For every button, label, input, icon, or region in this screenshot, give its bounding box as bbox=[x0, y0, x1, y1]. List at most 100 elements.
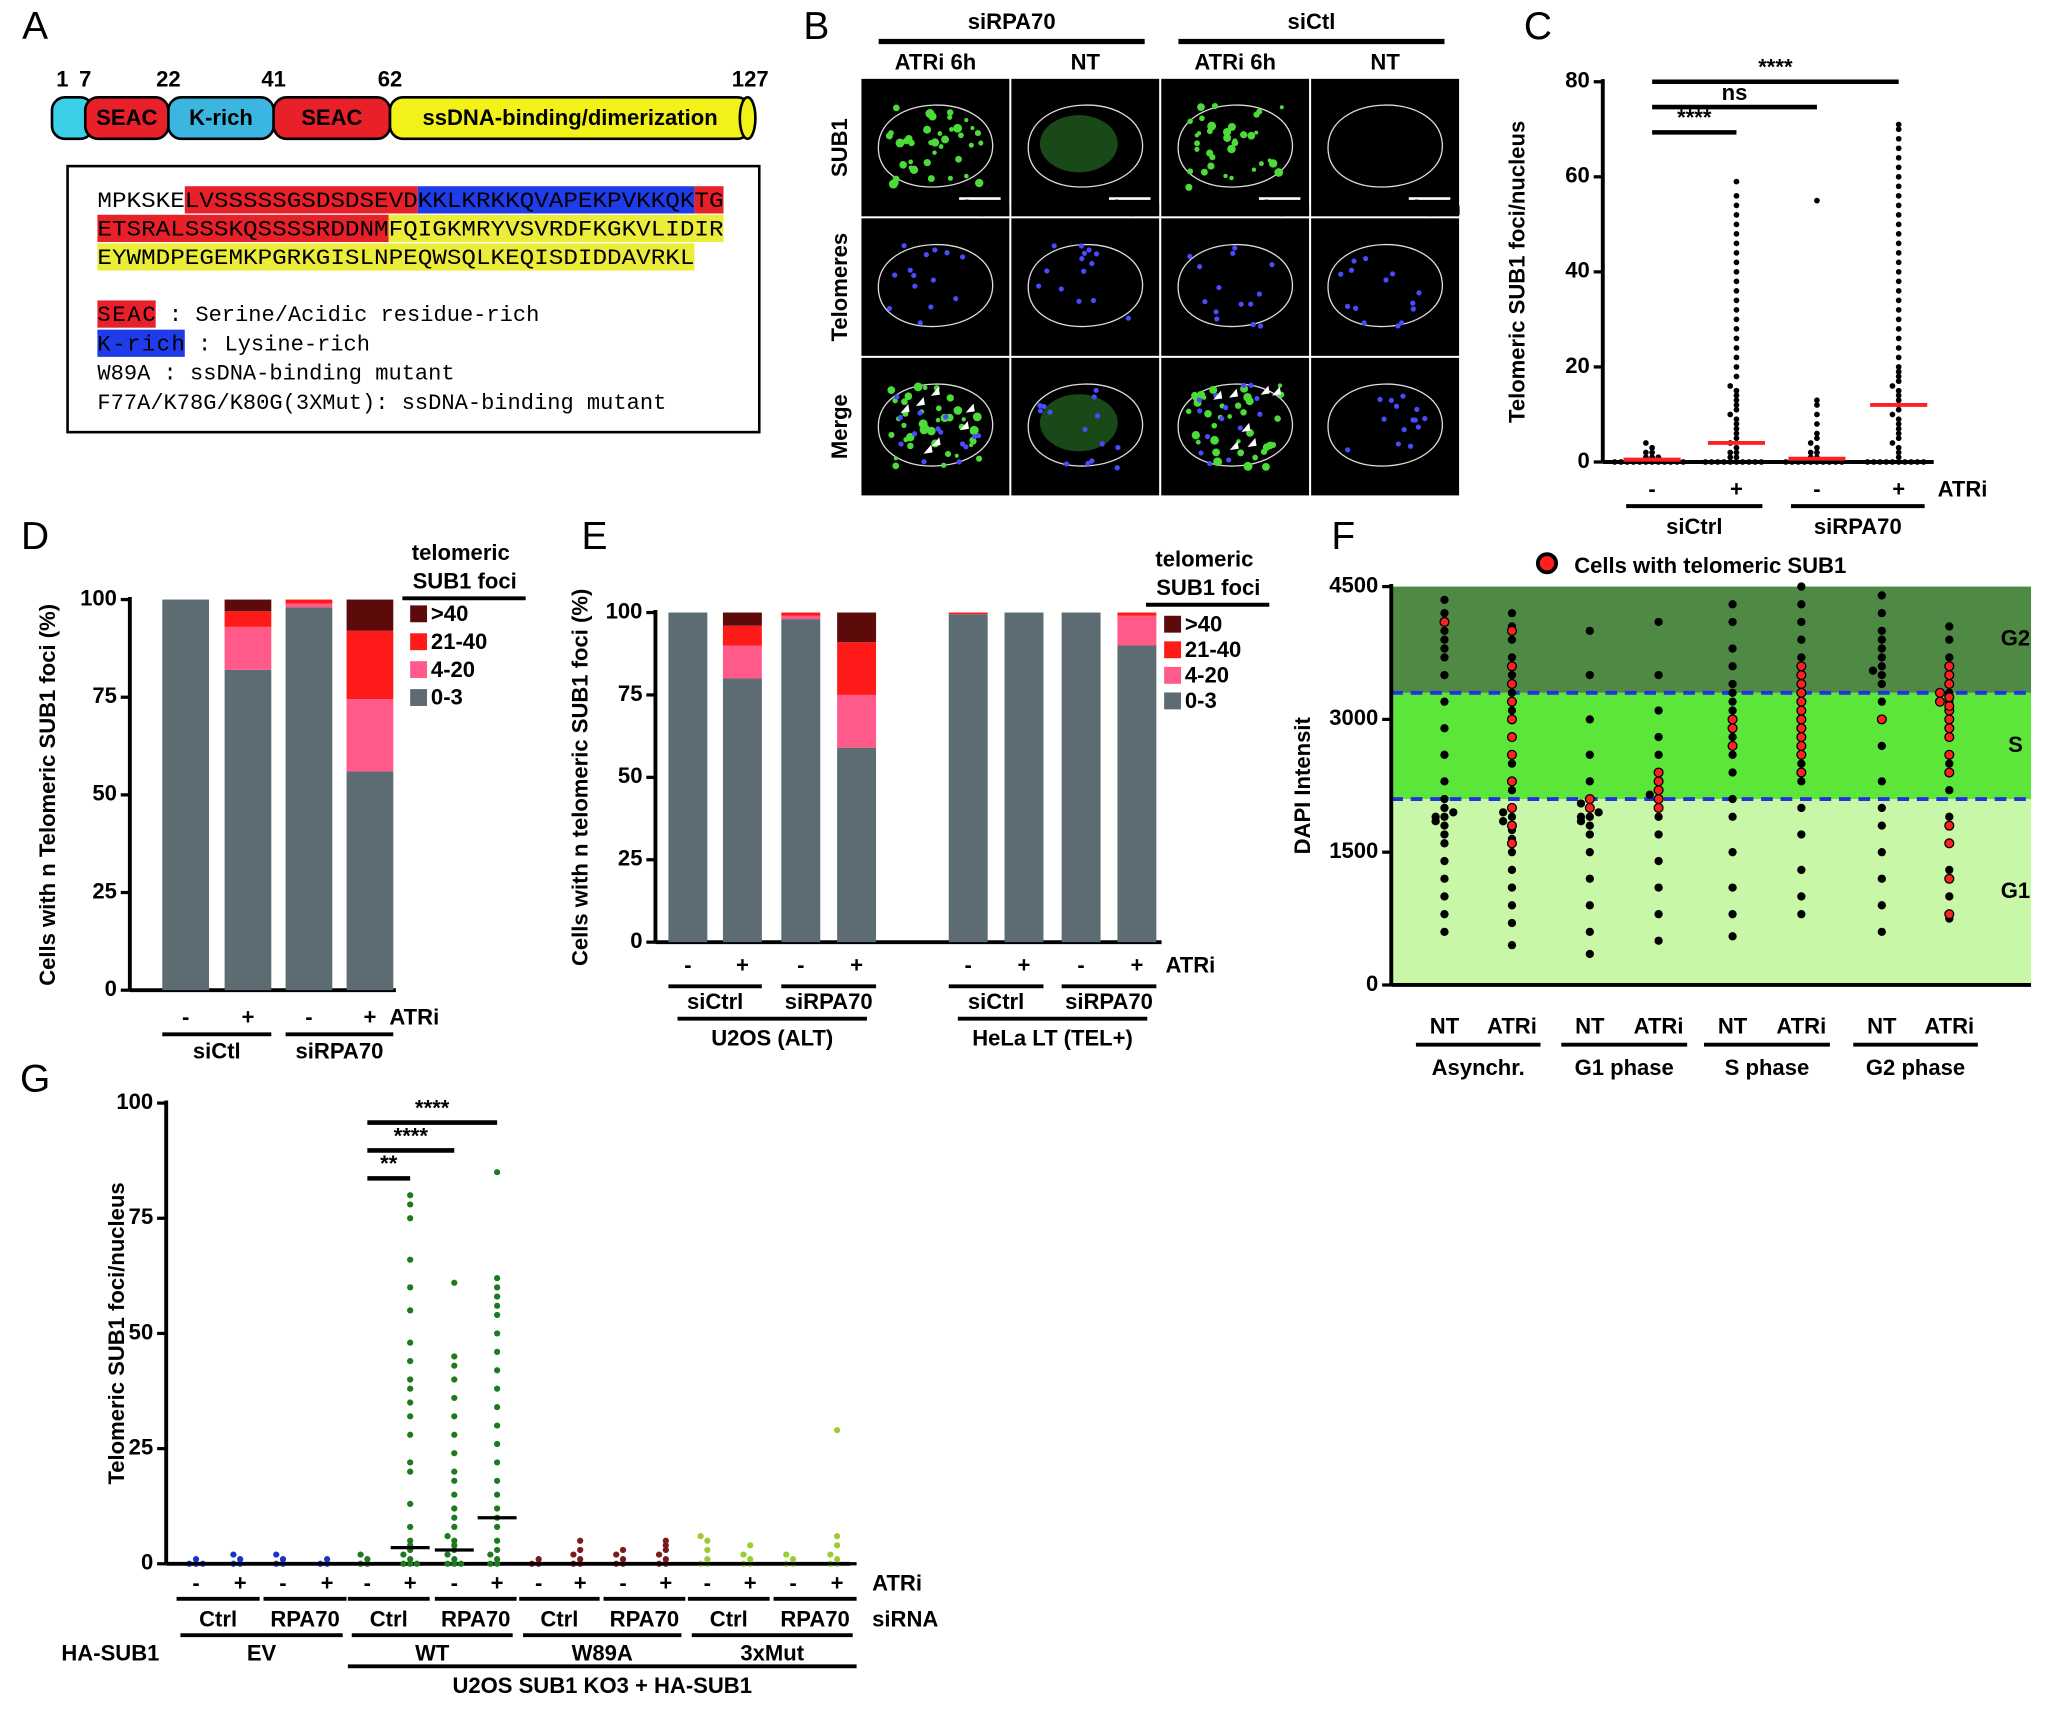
focus-blue bbox=[1091, 394, 1097, 400]
focus-green bbox=[937, 131, 943, 136]
focus-green bbox=[908, 159, 914, 165]
y-tick-label: 1500 bbox=[1329, 838, 1378, 863]
focus-blue bbox=[894, 394, 900, 400]
focus-blue bbox=[1037, 402, 1043, 409]
focus-blue bbox=[1377, 396, 1383, 403]
data-point bbox=[704, 1537, 711, 1544]
focus-green bbox=[923, 125, 932, 134]
data-point bbox=[1797, 582, 1806, 591]
data-point bbox=[1439, 616, 1450, 628]
bar-segment bbox=[224, 611, 272, 627]
data-point bbox=[1877, 803, 1886, 813]
focus-green bbox=[892, 462, 900, 470]
nucleus-outline bbox=[1027, 243, 1144, 328]
data-point bbox=[1797, 892, 1806, 901]
y-axis-label: Telomeric SUB1 foci/nucleus bbox=[104, 1182, 129, 1484]
focus-blue bbox=[1219, 416, 1225, 422]
data-point bbox=[783, 1551, 790, 1558]
legend-label: >40 bbox=[1185, 611, 1222, 636]
diffuse-signal bbox=[1039, 394, 1118, 452]
data-point bbox=[407, 1399, 414, 1406]
focus-blue bbox=[953, 296, 959, 302]
x-tick-label: NT bbox=[1867, 1014, 1897, 1039]
focus-blue bbox=[901, 243, 907, 249]
data-point bbox=[577, 1537, 584, 1544]
focus-green bbox=[1240, 131, 1248, 139]
data-point bbox=[1576, 799, 1586, 808]
focus-green bbox=[1200, 168, 1208, 176]
group-label: siCtrl bbox=[687, 989, 743, 1014]
data-point bbox=[1727, 714, 1738, 725]
data-point bbox=[1507, 901, 1517, 910]
focus-blue bbox=[935, 426, 941, 432]
sequence-box bbox=[66, 164, 761, 434]
data-point bbox=[494, 1404, 501, 1411]
data-point bbox=[1877, 901, 1886, 910]
data-point bbox=[1895, 230, 1902, 237]
x-tick-label: + bbox=[321, 1570, 334, 1595]
data-point bbox=[1728, 768, 1737, 777]
focus-blue bbox=[1232, 245, 1238, 251]
sequence-segment: EY bbox=[97, 246, 126, 271]
nucleus-outline bbox=[1327, 104, 1443, 188]
data-point bbox=[1585, 821, 1594, 830]
data-point bbox=[451, 1556, 458, 1563]
legend-label: Cells with telomeric SUB1 bbox=[1574, 553, 1846, 578]
bar-segment bbox=[948, 614, 988, 943]
data-point bbox=[1649, 444, 1655, 451]
legend-swatch bbox=[1164, 615, 1182, 633]
focus-blue bbox=[923, 252, 929, 258]
focus-blue bbox=[1410, 306, 1416, 312]
focus-blue bbox=[1202, 298, 1208, 305]
data-point bbox=[1507, 670, 1517, 680]
arrowhead bbox=[931, 437, 941, 447]
data-point bbox=[494, 1422, 501, 1429]
focus-green bbox=[909, 165, 919, 174]
focus-blue bbox=[911, 272, 917, 279]
data-point bbox=[1733, 240, 1740, 247]
sequence-segment: K bbox=[622, 218, 637, 243]
data-point bbox=[1944, 909, 1955, 920]
data-point bbox=[364, 1556, 371, 1563]
data-point bbox=[1895, 192, 1902, 199]
focus-green bbox=[1256, 108, 1263, 115]
data-point bbox=[1733, 278, 1740, 285]
data-point bbox=[1895, 221, 1902, 228]
data-point bbox=[1440, 927, 1449, 937]
focus-blue bbox=[1338, 271, 1344, 277]
focus-blue bbox=[1388, 397, 1394, 403]
focus-blue bbox=[911, 431, 918, 437]
legend-title: telomeric bbox=[412, 540, 510, 565]
legend-label: 4-20 bbox=[431, 657, 475, 682]
focus-green bbox=[905, 433, 915, 442]
bar-segment bbox=[837, 747, 877, 943]
x-tick-label: + bbox=[744, 1570, 757, 1595]
data-point bbox=[1506, 696, 1518, 707]
focus-blue bbox=[1407, 443, 1414, 449]
y-axis-label: Cells with n Telomeric SUB1 foci (%) bbox=[35, 604, 60, 986]
focus-green bbox=[885, 132, 893, 140]
bar-segment bbox=[224, 599, 272, 612]
data-point bbox=[407, 1556, 414, 1563]
focus-blue bbox=[1416, 290, 1422, 296]
data-point bbox=[1585, 874, 1594, 883]
focus-blue bbox=[1081, 268, 1087, 274]
data-point bbox=[1449, 808, 1458, 817]
data-point bbox=[451, 1542, 458, 1549]
panel-label: E bbox=[581, 515, 607, 558]
data-point bbox=[1895, 307, 1902, 313]
data-point bbox=[1944, 820, 1955, 831]
data-point bbox=[1945, 786, 1954, 795]
nucleus-outline bbox=[877, 383, 994, 467]
data-point bbox=[1680, 459, 1687, 465]
focus-green bbox=[954, 453, 959, 458]
data-point bbox=[1585, 812, 1594, 821]
factor-label: ATRi bbox=[1165, 953, 1215, 978]
data-point bbox=[1796, 661, 1807, 672]
treatment-label: ATRi 6h bbox=[1194, 49, 1276, 74]
focus-green bbox=[938, 144, 944, 149]
data-point bbox=[407, 1307, 414, 1314]
data-point bbox=[662, 1542, 669, 1549]
micrograph bbox=[859, 216, 1012, 358]
focus-green bbox=[1191, 391, 1199, 400]
